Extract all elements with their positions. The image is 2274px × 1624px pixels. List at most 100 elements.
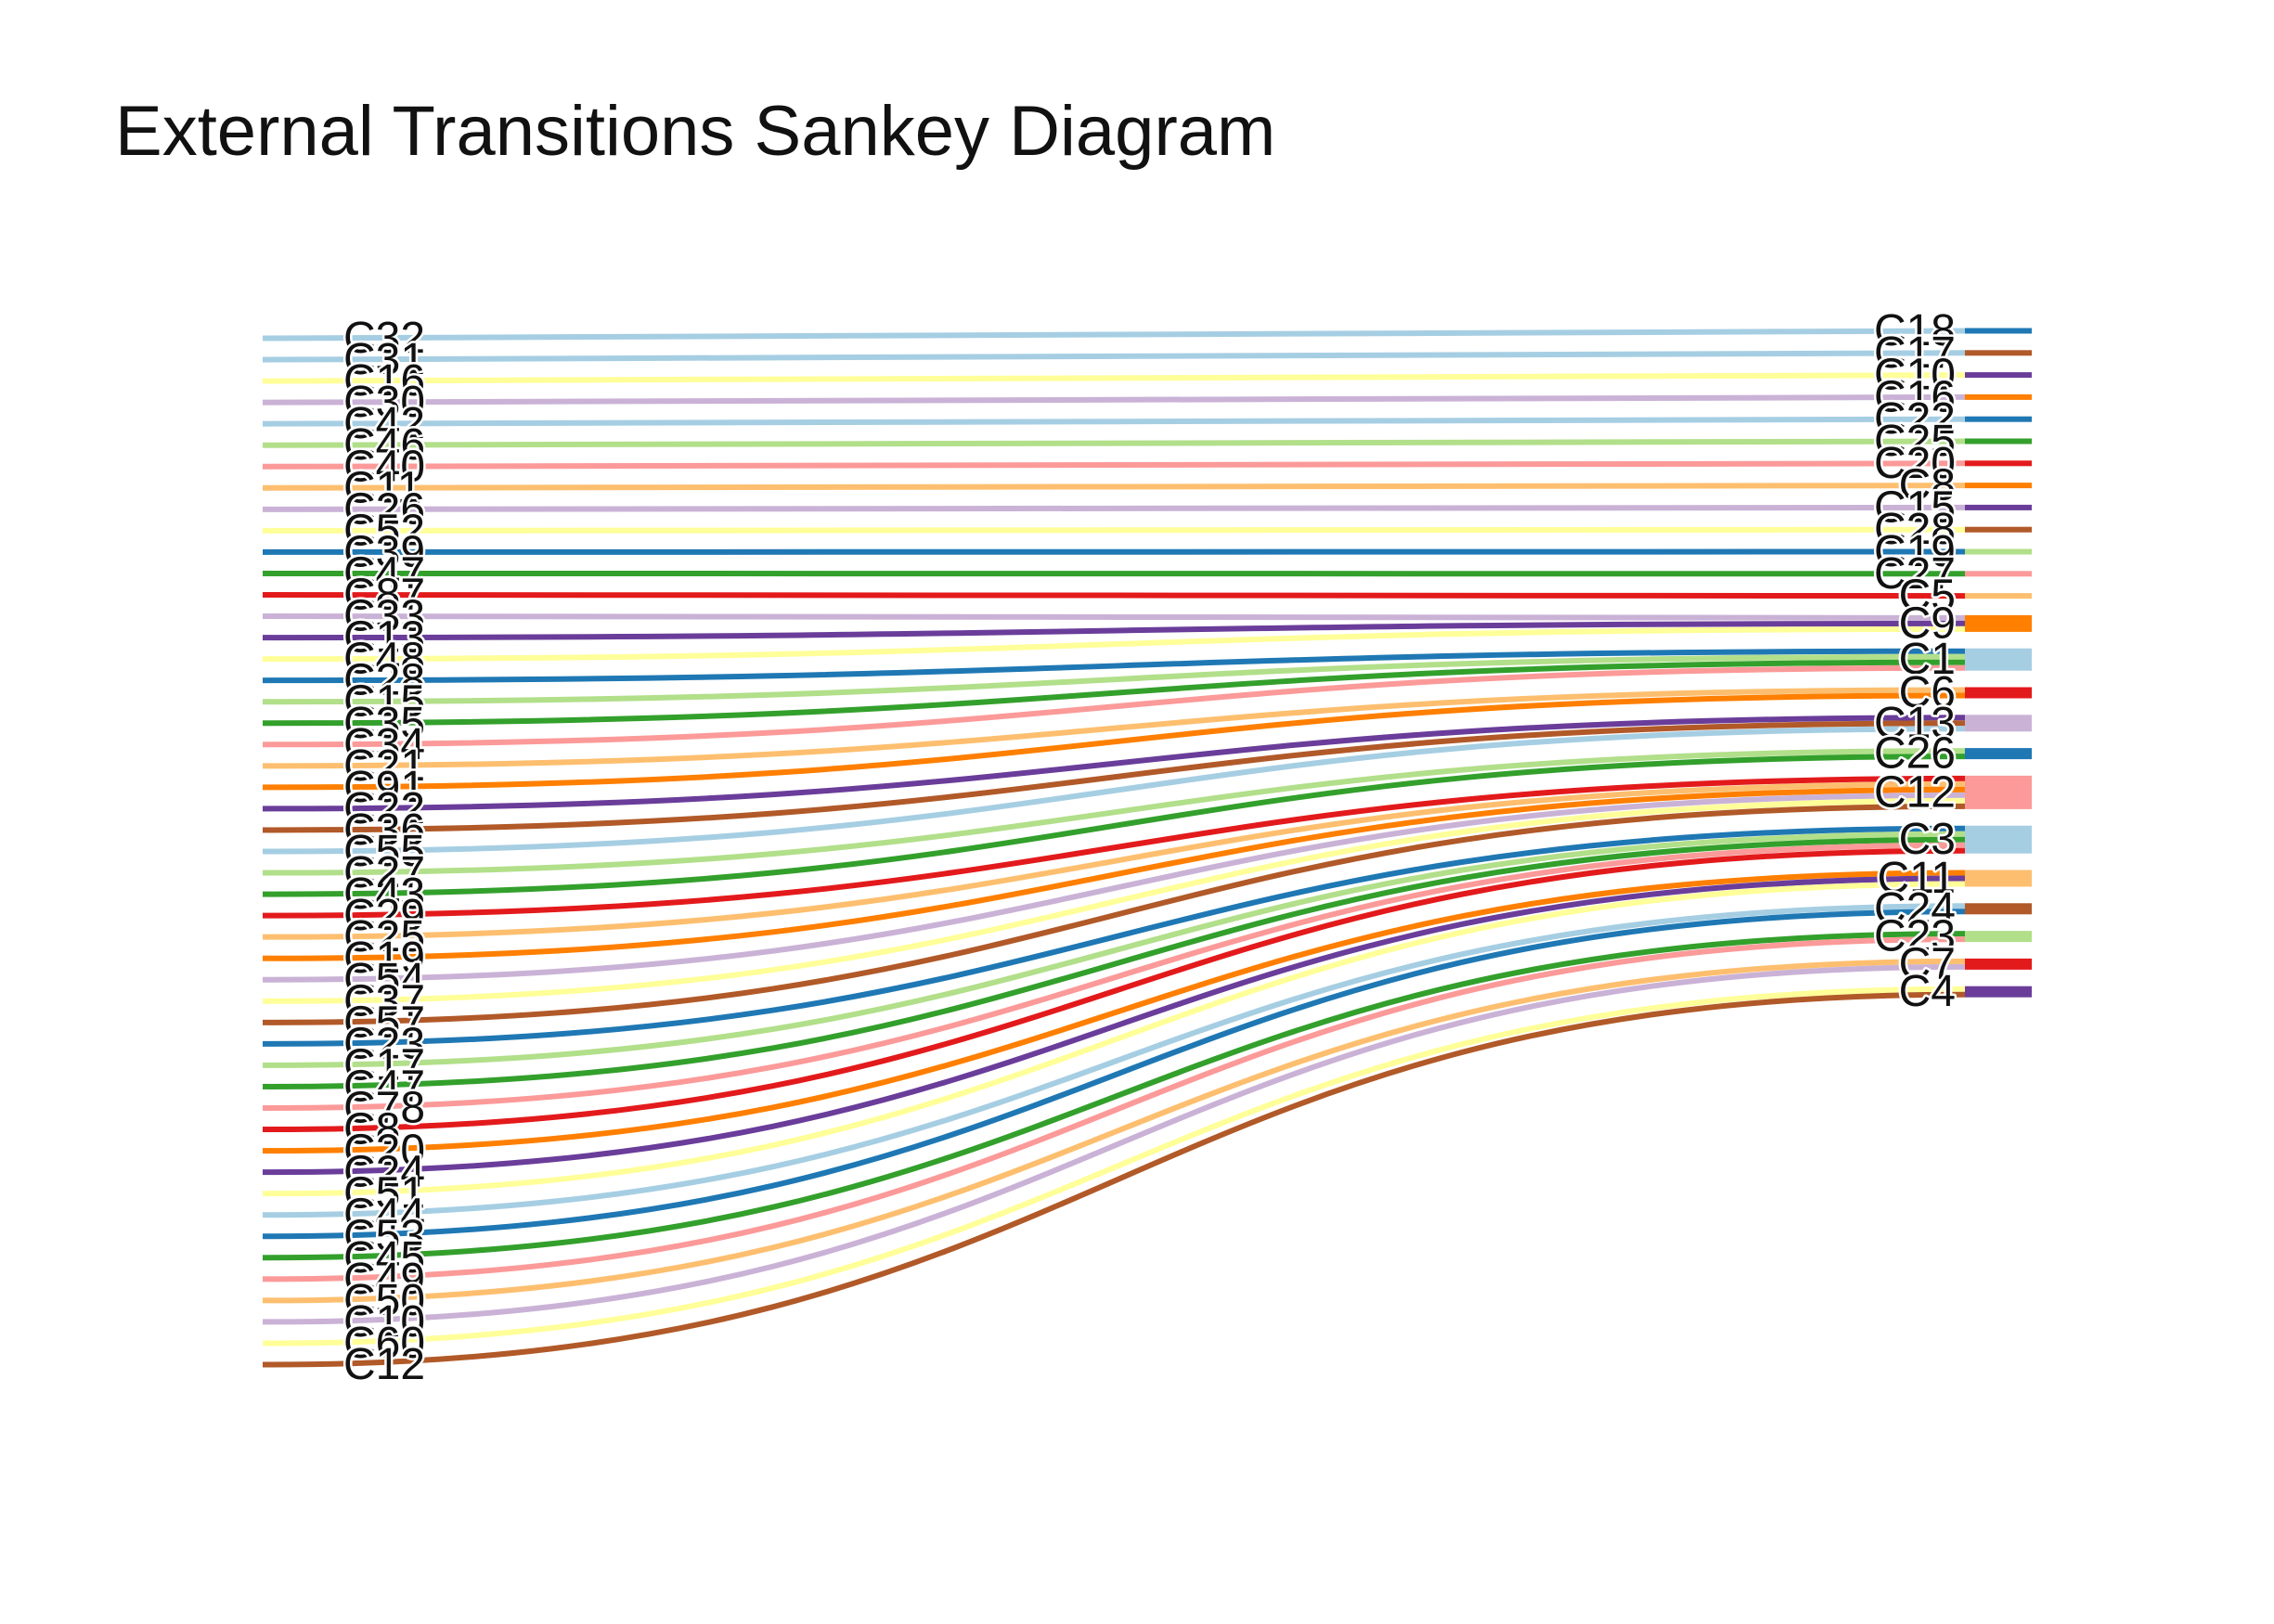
- sankey-node-label-left: C13: [343, 613, 425, 663]
- sankey-node-label-left: C35: [343, 699, 425, 748]
- sankey-link: [269, 786, 1966, 961]
- sankey-node-left: [263, 720, 270, 727]
- sankey-node-left: [263, 912, 270, 919]
- sankey-link: [269, 715, 1966, 812]
- sankey-node-left: [263, 635, 270, 641]
- sankey-node-label-right: C13: [1874, 699, 1956, 748]
- sankey-node-right: [1965, 614, 2032, 632]
- sankey-node-right: [1965, 483, 2032, 489]
- sankey-node-label-right: C3: [1899, 815, 1956, 864]
- sankey-link: [269, 687, 1966, 769]
- sankey-node-right: [1965, 715, 2032, 732]
- sankey-link: [269, 870, 1966, 1154]
- sankey-node-label-right: C19: [1874, 527, 1956, 576]
- sankey-node-left: [263, 335, 270, 342]
- sankey-link: [269, 986, 1966, 1347]
- sankey-node-label-left: C32: [343, 314, 425, 363]
- sankey-node-label-right: C5: [1899, 572, 1956, 621]
- sankey-link: [269, 958, 1966, 1304]
- sankey-node-left: [263, 1104, 270, 1111]
- chart-title: External Transitions Sankey Diagram: [115, 92, 1276, 171]
- sankey-node-label-right: C9: [1899, 599, 1956, 648]
- sankey-node-left: [263, 442, 270, 448]
- sankey-node-left: [263, 1019, 270, 1025]
- sankey-node-left: [263, 356, 270, 363]
- sankey-node-left: [263, 1169, 270, 1176]
- sankey-node-left: [263, 870, 270, 876]
- sankey-labels: C32C31C16C30C42C46C40C11C26C52C39C47C87C…: [342, 304, 1958, 1392]
- sankey-node-left: [263, 548, 270, 555]
- sankey-link: [269, 692, 1966, 791]
- sankey-nodes: [263, 328, 2032, 1368]
- sankey-node-label-right: C23: [1874, 912, 1956, 961]
- sankey-link: [269, 931, 1966, 1261]
- sankey-node-right: [1965, 593, 2032, 599]
- sankey-node-left: [263, 891, 270, 897]
- sankey-node-left: [263, 592, 270, 599]
- sankey-link: [269, 909, 1966, 1240]
- sankey-node-label-left: C28: [343, 656, 425, 705]
- sankey-node-label-left: C51: [343, 1169, 425, 1218]
- sankey-node-label-left: C53: [343, 1212, 425, 1261]
- sankey-node-label-left: C87: [343, 571, 425, 620]
- sankey-node-right: [1965, 393, 2032, 400]
- sankey-node-left: [263, 784, 270, 791]
- sankey-node-right: [1965, 350, 2032, 356]
- sankey-node-right: [1965, 748, 2032, 760]
- sankey-node-label-left: C34: [343, 720, 425, 769]
- sankey-node-label-left: C19: [343, 934, 425, 983]
- sankey-node-label-left: C54: [343, 955, 425, 1004]
- sankey-node-label-left: C42: [343, 399, 425, 448]
- sankey-node-left: [263, 976, 270, 983]
- sankey-node-left: [263, 1127, 270, 1133]
- sankey-node-label-left: C91: [343, 763, 425, 812]
- sankey-node-label-left: C52: [343, 506, 425, 555]
- sankey-node-label-left: C36: [343, 806, 425, 855]
- sankey-node-label-right: C25: [1874, 417, 1956, 466]
- sankey-link: [269, 664, 1966, 748]
- sankey-link: [269, 438, 1966, 448]
- sankey-node-left: [263, 420, 270, 427]
- sankey-node-label-left: C57: [343, 998, 425, 1047]
- sankey-node-left: [263, 955, 270, 961]
- sankey-node-left: [263, 1062, 270, 1068]
- sankey-node-left: [263, 806, 270, 812]
- sankey-link: [269, 648, 1966, 684]
- sankey-link: [269, 780, 1966, 940]
- sankey-node-right: [1965, 775, 2032, 809]
- sankey-link: [269, 875, 1966, 1176]
- sankey-link: [269, 963, 1966, 1325]
- sankey-node-label-left: C10: [343, 1297, 425, 1347]
- sankey-node-left: [263, 1340, 270, 1347]
- sankey-node-right: [1965, 986, 2032, 998]
- sankey-node-left: [263, 1212, 270, 1218]
- sankey-node-left: [263, 378, 270, 384]
- sankey-link: [269, 754, 1966, 897]
- sankey-node-label-left: C60: [343, 1319, 425, 1368]
- sankey-node-label-right: C1: [1899, 635, 1956, 684]
- sankey-node-label-left: C40: [343, 442, 425, 491]
- sankey-link: [269, 653, 1966, 705]
- sankey-node-label-right: C22: [1874, 394, 1956, 444]
- sankey-link: [269, 825, 1966, 1047]
- sankey-link: [269, 416, 1966, 427]
- sankey-link: [269, 328, 1966, 342]
- sankey-node-label-left: C27: [343, 848, 425, 897]
- sankey-node-left: [263, 1083, 270, 1089]
- sankey-node-left: [263, 848, 270, 855]
- sankey-link: [269, 483, 1966, 491]
- sankey-link: [269, 372, 1966, 384]
- sankey-link: [269, 797, 1966, 1004]
- sankey-node-label-right: C28: [1874, 505, 1956, 554]
- sankey-node-label-left: C50: [343, 1276, 425, 1325]
- sankey-node-left: [263, 506, 270, 512]
- sankey-link: [269, 936, 1966, 1282]
- sankey-node-left: [263, 763, 270, 769]
- sankey-node-left: [263, 463, 270, 470]
- sankey-link: [269, 836, 1966, 1089]
- sankey-link: [269, 720, 1966, 833]
- sankey-node-label-left: C22: [343, 784, 425, 833]
- sankey-link: [269, 613, 1966, 621]
- sankey-link: [269, 726, 1966, 855]
- sankey-node-label-left: C15: [343, 677, 425, 727]
